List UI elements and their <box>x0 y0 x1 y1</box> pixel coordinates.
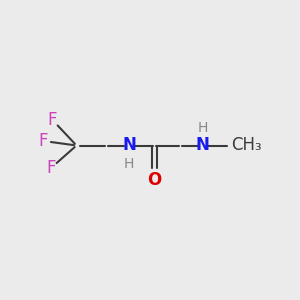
Text: CH₃: CH₃ <box>231 136 262 154</box>
Text: F: F <box>46 159 56 177</box>
Text: O: O <box>147 171 162 189</box>
Text: H: H <box>124 157 134 170</box>
Text: H: H <box>197 121 208 134</box>
Text: F: F <box>39 132 48 150</box>
Text: N: N <box>122 136 136 154</box>
Text: N: N <box>196 136 209 154</box>
Text: F: F <box>48 111 57 129</box>
